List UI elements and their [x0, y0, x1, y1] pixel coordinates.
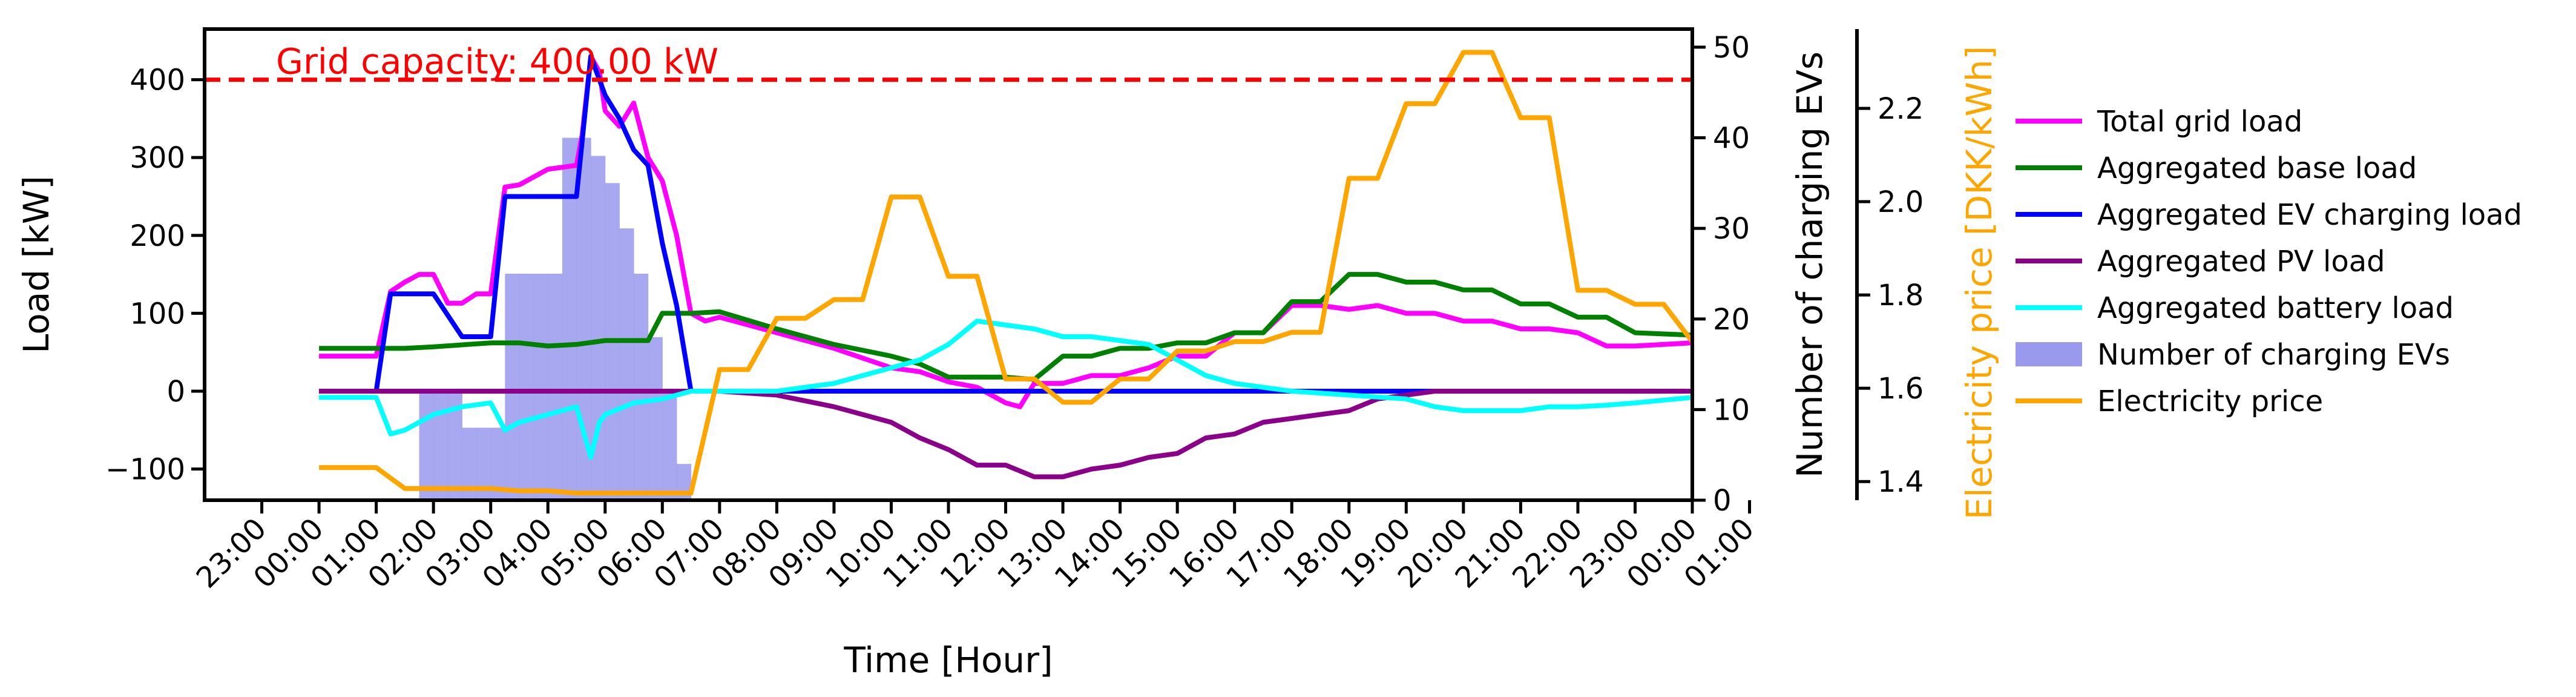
series-line-electricity-price [319, 50, 1695, 496]
y-tick-label-left: 300 [130, 141, 185, 175]
y-tick-label-right-ev: 50 [1713, 31, 1750, 65]
y-tick-label-left: 0 [166, 375, 185, 409]
ev-bar [419, 391, 434, 500]
y-tick-label-right-price: 1.4 [1878, 465, 1924, 499]
y-tick-label-right-price: 2.0 [1878, 185, 1924, 219]
y-tick-label-left: 200 [130, 219, 185, 253]
y-tick-label-left: −100 [105, 453, 185, 487]
ev-bar [619, 228, 634, 500]
legend-label: Number of charging EVs [2097, 338, 2450, 372]
y-axis-label-right-price: Electricity price [DKK/kWh] [1959, 46, 2000, 520]
ev-bar [648, 337, 663, 500]
ev-bar [548, 273, 563, 500]
ev-bar [533, 273, 548, 500]
y-tick-label-right-price: 1.6 [1878, 372, 1924, 406]
series-lines [319, 50, 1695, 496]
axes: 23:0000:0001:0002:0003:0004:0005:0006:00… [105, 29, 1924, 595]
ev-bar [634, 273, 649, 500]
legend-label: Total grid load [2097, 105, 2302, 139]
legend-label: Aggregated base load [2097, 151, 2417, 185]
series-line-aggregated-base-load [319, 272, 1693, 382]
ev-bars [419, 137, 692, 501]
y-tick-label-right-ev: 30 [1713, 212, 1750, 246]
series-line-aggregated-pv-load [319, 389, 1692, 480]
series-line-aggregated-battery-load [319, 319, 1693, 460]
y-axis-label-right-ev: Number of charging EVs [1789, 51, 1830, 478]
ev-bar [505, 273, 520, 500]
legend-label: Aggregated PV load [2097, 245, 2385, 279]
y-tick-label-right-price: 2.2 [1878, 92, 1924, 126]
grid-capacity-layer: Grid capacity: 400.00 kW [205, 41, 1692, 82]
legend-label: Aggregated battery load [2097, 291, 2454, 325]
y-tick-label-right-price: 1.8 [1878, 279, 1924, 312]
y-tick-label-right-ev: 0 [1713, 484, 1732, 518]
y-tick-label-left: 400 [130, 64, 185, 97]
series-line-aggregated-ev-charging-load [319, 54, 1692, 394]
legend-swatch [2016, 342, 2082, 366]
y-tick-label-right-ev: 10 [1713, 393, 1750, 427]
y-axis-label-left: Load [kW] [16, 176, 57, 354]
grid-capacity-label: Grid capacity: 400.00 kW [276, 41, 718, 82]
y-tick-label-left: 100 [130, 297, 185, 331]
legend-label: Electricity price [2097, 385, 2323, 418]
ev-bar [433, 391, 448, 500]
y-tick-label-right-ev: 40 [1713, 122, 1750, 156]
legend: Total grid load Aggregated base load Aggre… [2016, 105, 2522, 418]
ev-bar [519, 273, 534, 500]
series-line-total-grid-load [319, 54, 1693, 409]
x-axis-label: Time [Hour] [843, 639, 1053, 681]
ev-bar [662, 391, 677, 500]
legend-label: Aggregated EV charging load [2097, 198, 2522, 232]
y-tick-label-right-ev: 20 [1713, 303, 1750, 337]
